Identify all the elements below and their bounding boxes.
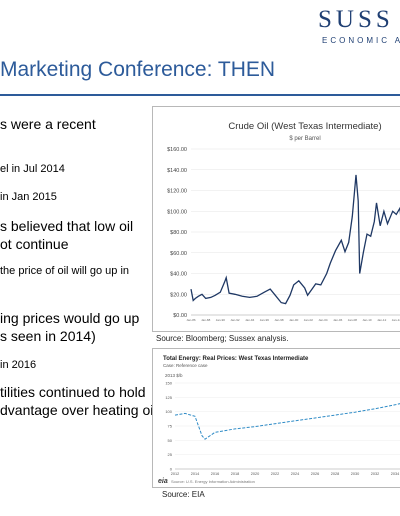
- eia-chart: Total Energy: Real Prices: West Texas In…: [158, 356, 400, 485]
- bullet-1: s were a recent: [0, 116, 96, 132]
- logo-wordmark: SUSS: [318, 6, 394, 33]
- bullet-2: el in Jul 2014: [0, 163, 65, 175]
- chart1-x-tick-label: Jan-92: [230, 318, 240, 322]
- bullet-7: in 2016: [0, 359, 37, 371]
- chart2-x-tick-label: 2032: [371, 472, 379, 476]
- chart1-x-tick-label: Jan-98: [274, 318, 284, 322]
- chart2-x-tick-label: 2014: [191, 472, 199, 476]
- chart2-y-tick-label: 150: [165, 381, 172, 386]
- chart1-y-tick-label: $60.00: [170, 251, 187, 257]
- chart1-x-tick-label: Jan-06: [333, 318, 343, 322]
- slide-title: Marketing Conference: THEN: [0, 58, 276, 81]
- chart2-y-tick-label: 125: [165, 395, 172, 400]
- bullet-8: tilities continued to hold: [0, 384, 146, 400]
- chart2-x-tick-label: 2024: [291, 472, 299, 476]
- bullet-3: in Jan 2015: [0, 191, 57, 203]
- chart1-x-tick-label: Jan-14: [392, 318, 400, 322]
- chart2-footer: Source: U.S. Energy Information Administ…: [171, 479, 255, 484]
- chart1-title: Crude Oil (West Texas Intermediate): [228, 121, 381, 132]
- chart2-subtitle: Case: Reference case: [163, 363, 208, 368]
- chart2-y-tick-label: 100: [165, 409, 172, 414]
- bullet-6: ing prices would go up: [0, 310, 140, 326]
- bullet-4: s believed that low oil: [0, 218, 134, 234]
- chart2-units: 2013 $/b: [165, 373, 183, 378]
- chart1-x-tick-label: Jan-00: [289, 318, 299, 322]
- chart1-x-tick-label: Jan-02: [304, 318, 314, 322]
- bullet-8-cont: dvantage over heating oil: [0, 402, 157, 418]
- chart1-y-tick-label: $80.00: [170, 230, 187, 236]
- chart2-x-tick-label: 2026: [311, 472, 319, 476]
- eia-logo: eia: [158, 478, 168, 485]
- chart2-x-tick-label: 2030: [351, 472, 359, 476]
- chart1-source: Source: Bloomberg; Sussex analysis.: [156, 334, 289, 343]
- chart1-y-tick-label: $120.00: [167, 189, 187, 195]
- crude-oil-series-line: [190, 174, 400, 305]
- chart2-x-tick-label: 2018: [231, 472, 239, 476]
- chart2-x-tick-label: 2028: [331, 472, 339, 476]
- chart2-y-tick-label: 25: [168, 452, 173, 457]
- chart1-x-tick-label: Jan-94: [245, 318, 255, 322]
- chart2-source: Source: EIA: [162, 490, 205, 499]
- chart1-y-tick-label: $140.00: [167, 168, 187, 174]
- chart1-y-tick-label: $40.00: [170, 272, 187, 278]
- chart2-x-tick-label: 2016: [211, 472, 219, 476]
- chart1-x-tick-label: Jan-12: [377, 318, 387, 322]
- chart2-x-tick-label: 2020: [251, 472, 259, 476]
- chart1-x-tick-label: Jan-88: [201, 318, 211, 322]
- crude-oil-chart: Crude Oil (West Texas Intermediate) $ pe…: [167, 121, 400, 322]
- bullet-5: the price of oil will go up in: [0, 265, 130, 277]
- chart1-x-tick-label: Jan-04: [318, 318, 328, 322]
- chart2-title: Total Energy: Real Prices: West Texas In…: [163, 356, 309, 362]
- bullet-4-cont: ot continue: [0, 236, 69, 252]
- chart1-x-tick-label: Jan-86: [186, 318, 196, 322]
- chart1-x-tick-label: Jan-96: [260, 318, 270, 322]
- title-divider: [0, 94, 400, 96]
- chart2-y-tick-label: 50: [168, 438, 173, 443]
- chart1-y-tick-label: $20.00: [170, 292, 187, 298]
- chart2-y-tick-label: 75: [168, 424, 173, 429]
- chart1-y-tick-label: $160.00: [167, 147, 187, 153]
- chart1-y-tick-label: $100.00: [167, 209, 187, 215]
- chart1-x-tick-label: Jan-10: [362, 318, 372, 322]
- chart1-y-tick-label: $0.00: [173, 313, 187, 319]
- chart1-x-tick-label: Jan-90: [216, 318, 226, 322]
- logo-tagline: ECONOMIC A: [322, 36, 400, 45]
- chart2-x-tick-label: 2034: [391, 472, 399, 476]
- bullet-6-cont: s seen in 2014): [0, 328, 96, 344]
- crude-oil-chart-panel: Crude Oil (West Texas Intermediate) $ pe…: [152, 106, 400, 332]
- chart2-x-tick-label: 2022: [271, 472, 279, 476]
- chart2-y-tick-label: 0: [170, 467, 173, 472]
- chart1-subtitle: $ per Barrel: [289, 136, 320, 142]
- chart1-x-tick-label: Jan-08: [348, 318, 358, 322]
- eia-series-line: [174, 403, 400, 440]
- chart2-x-tick-label: 2012: [171, 472, 179, 476]
- eia-chart-panel: Total Energy: Real Prices: West Texas In…: [152, 348, 400, 488]
